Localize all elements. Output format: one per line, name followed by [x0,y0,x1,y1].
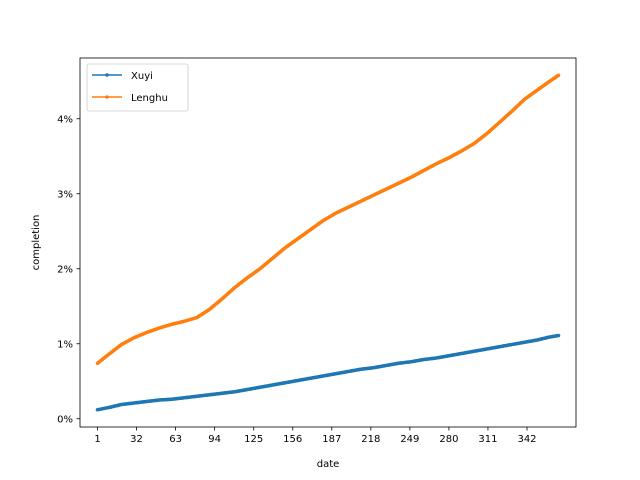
x-tick-label: 311 [478,434,497,445]
legend-marker-xuyi [105,73,109,77]
x-tick-label: 187 [322,434,341,445]
x-tick-label: 32 [130,434,143,445]
y-tick-label: 0% [57,414,73,425]
legend-label-lenghu: Lenghu [131,93,168,104]
x-tick-label: 280 [439,434,458,445]
y-tick-label: 1% [57,339,73,350]
x-tick-label: 125 [244,434,263,445]
legend-entry-xuyi: Xuyi [92,71,153,82]
series-markers-lenghu [95,73,561,366]
x-tick-label: 63 [169,434,182,445]
data-point-xuyi [556,333,561,338]
data-point-lenghu [556,73,561,78]
y-axis: 0% 1% 2% 3% 4% [57,114,80,425]
legend-entry-lenghu: Lenghu [92,93,168,104]
x-tick-label: 156 [283,434,302,445]
x-axis: 1 32 63 94 125 156 187 218 249 280 311 342 [94,427,537,445]
x-tick-label: 249 [400,434,419,445]
legend: Xuyi Lenghu [86,63,189,112]
plot-frame [79,57,577,428]
y-tick-label: 4% [57,114,73,125]
legend-label-xuyi: Xuyi [131,71,153,82]
series-layer [95,73,561,412]
x-tick-label: 94 [208,434,221,445]
x-tick-label: 218 [361,434,380,445]
x-tick-label: 1 [94,434,100,445]
legend-marker-lenghu [105,95,109,99]
y-axis-label: completion [31,215,42,271]
x-tick-label: 342 [517,434,536,445]
x-axis-label: date [317,459,340,470]
series-markers-xuyi [95,333,561,412]
y-tick-label: 3% [57,189,73,200]
y-tick-label: 2% [57,264,73,275]
